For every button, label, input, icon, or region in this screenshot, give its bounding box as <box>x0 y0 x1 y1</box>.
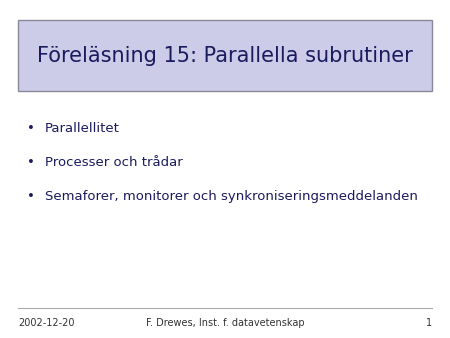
Text: 1: 1 <box>426 318 432 328</box>
Text: Processer och trådar: Processer och trådar <box>45 156 183 169</box>
FancyBboxPatch shape <box>18 20 432 91</box>
Text: F. Drewes, Inst. f. datavetenskap: F. Drewes, Inst. f. datavetenskap <box>146 318 304 328</box>
Text: Parallellitet: Parallellitet <box>45 122 120 135</box>
Text: Semaforer, monitorer och synkroniseringsmeddelanden: Semaforer, monitorer och synkroniserings… <box>45 190 418 202</box>
Text: 2002-12-20: 2002-12-20 <box>18 318 75 328</box>
Text: •: • <box>27 190 35 202</box>
Text: •: • <box>27 122 35 135</box>
Text: Föreläsning 15: Parallella subrutiner: Föreläsning 15: Parallella subrutiner <box>37 46 413 66</box>
Text: •: • <box>27 156 35 169</box>
